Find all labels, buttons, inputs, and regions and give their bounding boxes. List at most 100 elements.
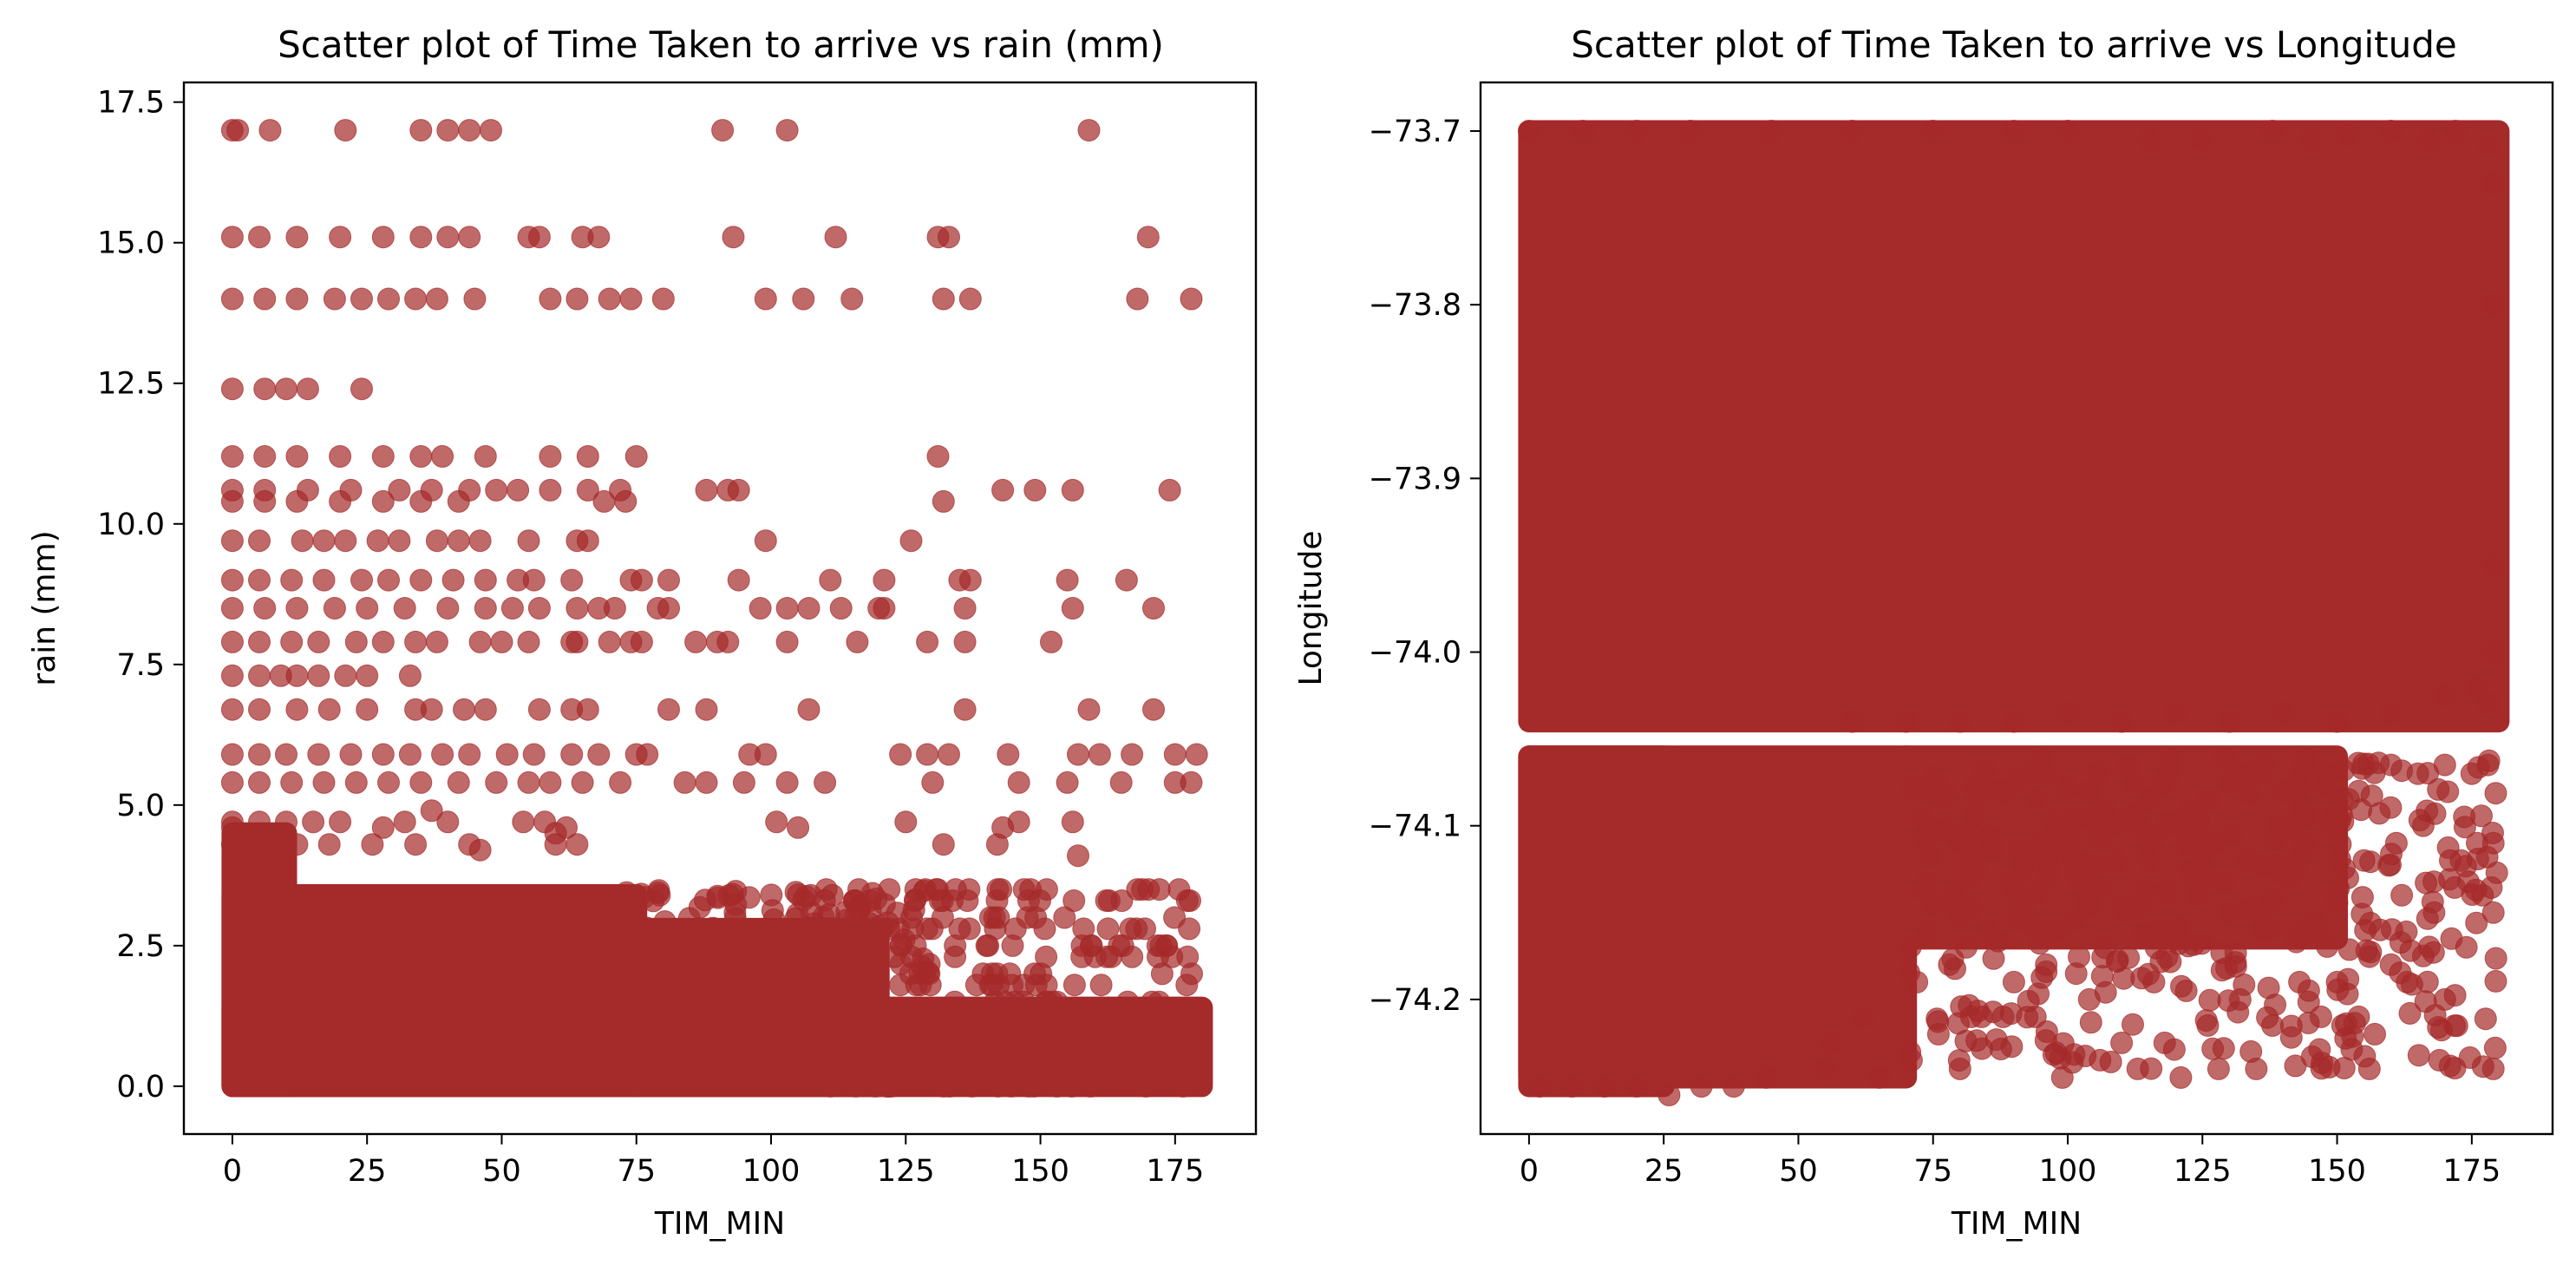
data-point	[2257, 976, 2280, 1000]
data-point	[248, 529, 271, 553]
data-point	[2169, 1065, 2193, 1089]
data-point	[2310, 1057, 2333, 1080]
data-point	[904, 888, 927, 911]
data-point	[2272, 701, 2295, 725]
data-point	[2443, 875, 2466, 899]
data-point	[474, 568, 497, 592]
data-point	[2035, 1020, 2058, 1043]
data-point	[2154, 881, 2177, 904]
data-point	[485, 478, 508, 502]
data-point	[2436, 836, 2460, 859]
data-point	[1897, 961, 1920, 984]
data-point	[356, 698, 379, 721]
data-point	[990, 878, 1013, 902]
data-point	[539, 478, 562, 502]
data-point	[1922, 894, 1945, 916]
data-point	[280, 568, 304, 592]
data-point	[2467, 756, 2490, 779]
data-point	[253, 445, 277, 468]
x-tick-label: 25	[1644, 1154, 1684, 1189]
data-point	[220, 597, 244, 620]
data-point	[657, 568, 680, 592]
data-point	[2030, 748, 2054, 771]
data-point	[2444, 120, 2468, 142]
data-point	[566, 630, 589, 653]
y-tick-label: 2.5	[116, 929, 165, 964]
data-point	[732, 770, 755, 794]
data-point	[889, 952, 912, 975]
data-point	[425, 529, 448, 553]
data-point	[2379, 853, 2402, 876]
data-point	[2159, 950, 2182, 974]
data-point	[819, 568, 842, 592]
data-point	[2319, 815, 2343, 838]
data-point	[2137, 128, 2161, 152]
data-point	[2481, 640, 2505, 664]
data-point	[2337, 938, 2361, 961]
y-tick-label: 0.0	[116, 1070, 165, 1105]
rain-cloud-left	[221, 884, 648, 1098]
data-point	[248, 698, 271, 721]
data-point	[517, 529, 540, 553]
data-point	[544, 822, 567, 845]
data-point	[1948, 710, 1971, 733]
data-point	[220, 630, 244, 653]
data-point	[2016, 1006, 2039, 1029]
data-point	[220, 445, 244, 468]
chart-rain-y-ticks: 0.0 2.5 5.0 7.5 10.0 12.5 15.0 17.5	[97, 86, 184, 1105]
data-point	[2000, 872, 2024, 895]
data-point	[2363, 761, 2386, 784]
data-point	[2218, 901, 2241, 924]
data-point	[253, 287, 277, 311]
data-point	[2481, 172, 2505, 195]
chart-rain-title: Scatter plot of Time Taken to arrive vs …	[278, 23, 1164, 66]
data-point	[1690, 1075, 1713, 1098]
data-point	[377, 770, 400, 794]
data-point	[285, 597, 309, 620]
data-point	[2390, 759, 2414, 783]
data-point	[2433, 684, 2456, 707]
x-tick-label: 175	[2442, 1154, 2501, 1189]
data-point	[865, 887, 888, 910]
data-point	[2417, 128, 2441, 152]
x-tick-label: 50	[482, 1154, 521, 1189]
data-point	[431, 743, 454, 766]
data-point	[2007, 837, 2030, 861]
data-point	[2294, 746, 2318, 770]
data-point	[1995, 779, 2018, 803]
data-point	[711, 119, 735, 142]
data-point	[2239, 783, 2262, 806]
data-point	[474, 698, 497, 721]
data-point	[1040, 630, 1062, 653]
data-point	[2481, 901, 2505, 924]
data-point	[350, 568, 373, 592]
data-point	[2481, 293, 2505, 317]
data-point	[2305, 921, 2329, 944]
data-point	[2028, 932, 2051, 955]
data-point	[1180, 287, 1203, 311]
data-point	[2484, 947, 2507, 970]
data-point	[2481, 554, 2505, 577]
data-point	[1136, 226, 1160, 249]
data-point	[1077, 698, 1101, 721]
data-point	[958, 287, 982, 311]
data-point	[1528, 1075, 1552, 1098]
chart-longitude-points	[1517, 120, 2508, 1106]
data-point	[749, 597, 772, 620]
data-point	[2291, 797, 2314, 820]
data-point	[1175, 974, 1199, 997]
data-point	[657, 597, 680, 620]
data-point	[2416, 907, 2439, 930]
x-tick-label: 0	[1520, 1154, 1539, 1189]
data-point	[592, 489, 616, 513]
data-point	[2179, 798, 2202, 822]
data-point	[436, 119, 460, 142]
data-point	[775, 630, 799, 653]
data-point	[1941, 947, 1965, 971]
data-point	[356, 597, 379, 620]
y-tick-label: 12.5	[97, 367, 165, 402]
data-point	[953, 597, 977, 620]
data-point	[2443, 984, 2467, 1007]
data-point	[560, 743, 584, 766]
data-point	[2164, 701, 2187, 725]
